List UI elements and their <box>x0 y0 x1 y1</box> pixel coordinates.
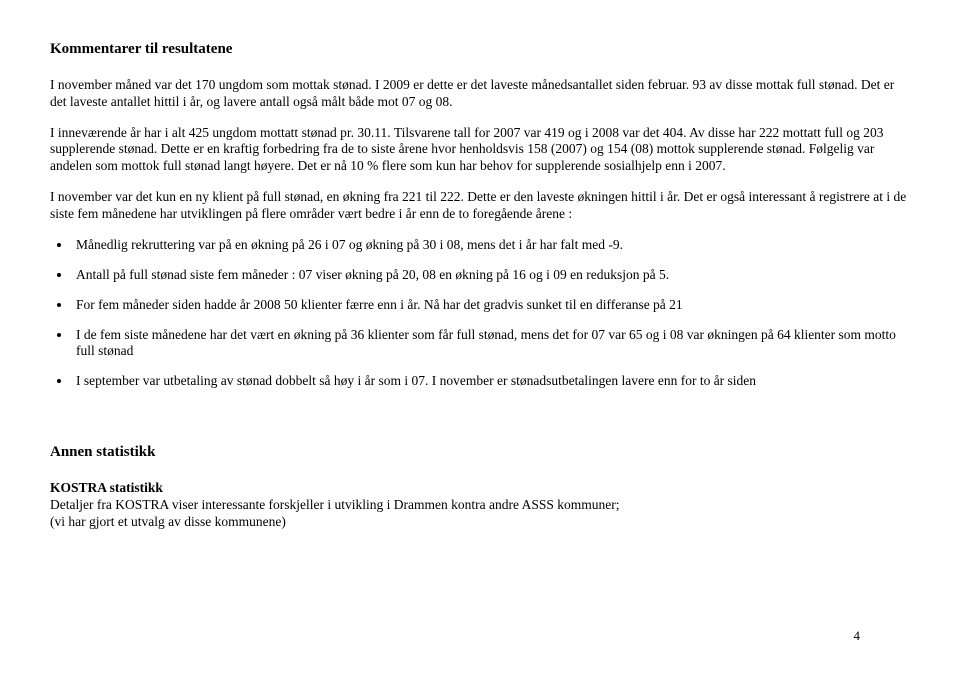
list-item: For fem måneder siden hadde år 2008 50 k… <box>72 297 910 314</box>
paragraph-1: I november måned var det 170 ungdom som … <box>50 77 910 111</box>
subheading-kostra: KOSTRA statistikk <box>50 480 163 495</box>
heading-kommentarer: Kommentarer til resultatene <box>50 40 910 59</box>
heading-annen-statistikk: Annen statistikk <box>50 443 910 462</box>
paragraph-3: I november var det kun en ny klient på f… <box>50 189 910 223</box>
list-item: Antall på full stønad siste fem måneder … <box>72 267 910 284</box>
paragraph-4a: Detaljer fra KOSTRA viser interessante f… <box>50 497 620 512</box>
bullet-list: Månedlig rekruttering var på en økning p… <box>72 237 910 390</box>
list-item: I september var utbetaling av stønad dob… <box>72 373 910 390</box>
paragraph-2: I inneværende år har i alt 425 ungdom mo… <box>50 125 910 176</box>
list-item: Månedlig rekruttering var på en økning p… <box>72 237 910 254</box>
page-number: 4 <box>854 628 861 644</box>
list-item: I de fem siste månedene har det vært en … <box>72 327 910 361</box>
paragraph-4b: (vi har gjort et utvalg av disse kommune… <box>50 514 286 529</box>
